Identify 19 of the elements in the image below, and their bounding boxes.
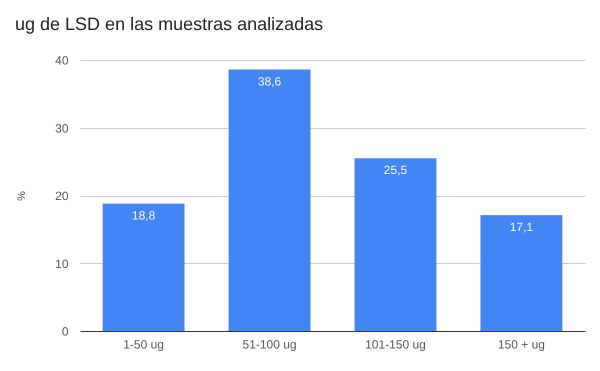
x-tick-label: 1-50 ug — [123, 338, 164, 352]
y-axis-title: % — [16, 190, 28, 201]
y-tick-label: 0 — [62, 324, 69, 338]
x-tick-label: 150 + ug — [498, 338, 545, 352]
x-tick-label: 101-150 ug — [365, 338, 426, 352]
bar — [102, 204, 185, 331]
bar — [228, 69, 310, 331]
bar — [480, 215, 562, 331]
y-tick-label: 30 — [55, 121, 69, 136]
data-label: 17,1 — [510, 220, 534, 234]
chart-title: ug de LSD en las muestras analizadas — [15, 14, 324, 34]
y-tick-label: 20 — [55, 189, 69, 203]
x-tick-label: 51-100 ug — [242, 338, 297, 352]
data-label: 18,8 — [132, 208, 156, 223]
data-label: 38,6 — [258, 74, 282, 88]
bar — [354, 158, 436, 331]
data-label: 25,5 — [384, 163, 408, 178]
y-tick-label: 10 — [55, 256, 69, 271]
y-tick-label: 40 — [55, 54, 69, 68]
